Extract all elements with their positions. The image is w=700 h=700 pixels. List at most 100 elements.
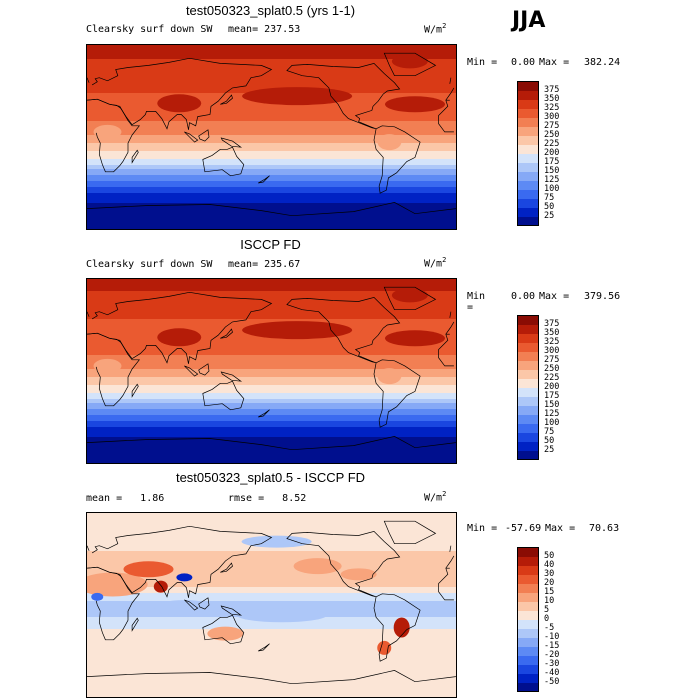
field-band — [87, 409, 456, 412]
field-band — [87, 595, 456, 598]
field-band — [87, 161, 456, 164]
coastline — [383, 286, 437, 311]
panel-1-max-value: 382.24 — [584, 57, 621, 68]
field-maximum-north-pacific — [242, 321, 353, 340]
field-band — [87, 561, 456, 564]
coastline — [202, 614, 245, 645]
field-band — [87, 461, 456, 463]
field-band — [87, 379, 456, 382]
field-band — [87, 183, 456, 186]
colorbar-swatch — [517, 189, 539, 199]
field-band — [87, 649, 456, 652]
antarctica-coastline — [87, 436, 456, 451]
field-minimum-amazon — [377, 134, 402, 151]
panel-1-colorbar: 25 50 75 100 125 150 175 200 225 250 275 300 325 350 3… — [517, 81, 597, 226]
colorbar-swatch — [517, 574, 539, 584]
colorbar-tick-label: 15 — [544, 586, 555, 597]
colorbar-tick-label: 75 — [544, 426, 555, 437]
colorbar-swatch — [517, 387, 539, 397]
field-band — [87, 405, 456, 408]
field-band — [87, 139, 456, 142]
field-band — [87, 369, 456, 372]
diff-positive-north-pacific — [293, 558, 342, 575]
colorbar-swatch — [517, 207, 539, 217]
diff-negative-indian-ocean — [154, 600, 215, 617]
field-maximum-greenland — [391, 288, 428, 303]
field-band — [87, 291, 456, 294]
coastline — [438, 568, 454, 601]
island-coastline — [131, 149, 139, 164]
field-maximum-north-pacific — [242, 87, 353, 106]
panel-2-title: ISCCP FD — [240, 237, 301, 252]
panel-1-variable-label: Clearsky surf down SW — [86, 24, 213, 35]
diff-positive-sahara — [87, 572, 148, 597]
field-band — [87, 667, 456, 670]
island-coastline — [198, 363, 210, 376]
field-band — [87, 439, 456, 442]
field-band — [87, 585, 456, 588]
field-band — [87, 149, 456, 152]
field-band — [87, 651, 456, 654]
coastline — [87, 291, 273, 364]
island-coastline — [220, 94, 233, 105]
field-band — [87, 57, 456, 60]
field-band — [87, 59, 456, 62]
diff-negative-himalaya — [176, 573, 193, 582]
panel-3-map — [86, 512, 457, 698]
field-band — [87, 75, 456, 78]
antarctica-coastline — [87, 670, 456, 685]
field-band — [87, 213, 456, 216]
island-coastline — [184, 365, 199, 377]
field-band — [87, 571, 456, 574]
field-band — [87, 221, 456, 224]
field-band — [87, 49, 456, 52]
field-band — [87, 573, 456, 576]
field-band — [87, 669, 456, 672]
field-band — [87, 385, 456, 388]
field-minimum-amazon — [377, 368, 402, 385]
field-band — [87, 163, 456, 166]
field-band — [87, 47, 456, 50]
field-band — [87, 577, 456, 580]
panel-3-title: test050323_splat0.5 - ISCCP FD — [175, 470, 366, 485]
field-band — [87, 441, 456, 444]
field-band — [87, 639, 456, 642]
field-band — [87, 415, 456, 418]
field-band — [87, 353, 456, 356]
field-minimum-central-africa — [93, 358, 122, 373]
island-coastline — [258, 643, 270, 652]
field-band — [87, 301, 456, 304]
field-band — [87, 443, 456, 446]
field-band — [87, 293, 456, 296]
field-band — [87, 157, 456, 160]
island-coastline — [258, 409, 270, 418]
coastline — [87, 525, 273, 598]
island-coastline — [87, 545, 90, 551]
field-band — [87, 71, 456, 74]
field-band — [87, 361, 456, 364]
field-band — [87, 583, 456, 586]
panel-2-colorbar: 25 50 75 100 125 150 175 200 225 250 275 300 325 350 3… — [517, 315, 597, 460]
field-band — [87, 413, 456, 416]
colorbar-tick-label: 175 — [544, 390, 560, 401]
field-band — [87, 187, 456, 190]
colorbar-tick-label: 350 — [544, 327, 560, 338]
field-maximum-north-atlantic — [385, 96, 445, 113]
field-band — [87, 575, 456, 578]
field-band — [87, 581, 456, 584]
panel-3-min-value: -57.69 — [505, 523, 542, 534]
field-band — [87, 455, 456, 458]
field-band — [87, 197, 456, 200]
field-band — [87, 159, 456, 162]
field-band — [87, 437, 456, 440]
field-band — [87, 689, 456, 692]
field-band — [87, 399, 456, 402]
field-band — [87, 295, 456, 298]
colorbar-tick-label: 225 — [544, 372, 560, 383]
field-band — [87, 77, 456, 80]
diff-positive-brazil — [393, 617, 410, 638]
field-band — [87, 427, 456, 430]
field-band — [87, 403, 456, 406]
field-band — [87, 355, 456, 358]
island-coastline — [87, 311, 90, 317]
